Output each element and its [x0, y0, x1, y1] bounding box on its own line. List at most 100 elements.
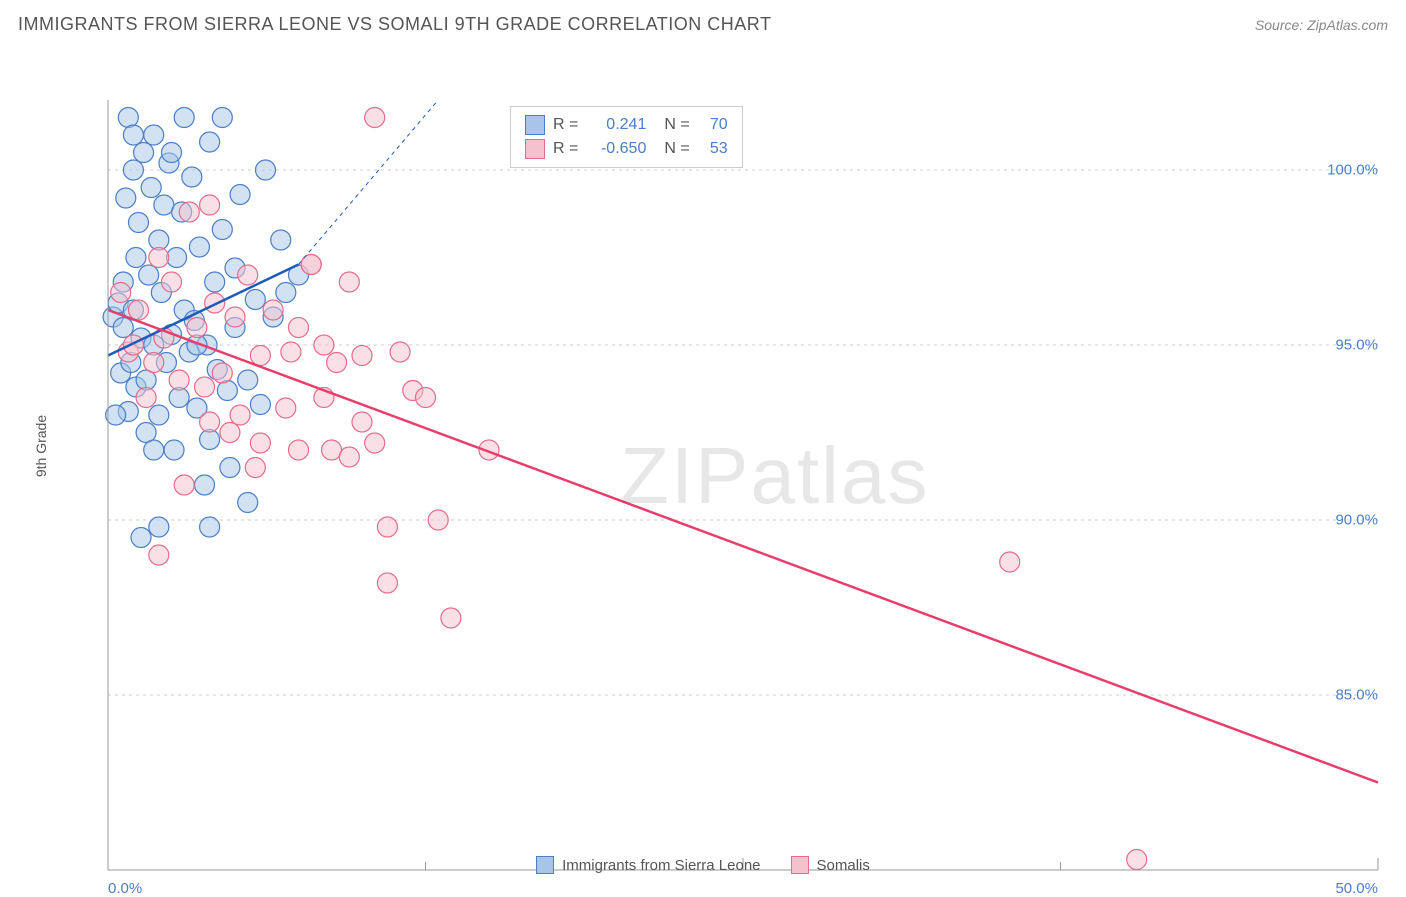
data-point [136, 388, 156, 408]
data-point [225, 307, 245, 327]
data-point [118, 108, 138, 128]
data-point [230, 405, 250, 425]
data-point [327, 353, 347, 373]
stats-n-value: 70 [698, 116, 728, 134]
data-point [352, 412, 372, 432]
data-point [220, 458, 240, 478]
data-point [428, 510, 448, 530]
data-point [238, 493, 258, 513]
data-point [238, 370, 258, 390]
data-point [263, 300, 283, 320]
data-point [200, 195, 220, 215]
y-tick-label: 95.0% [1335, 337, 1378, 354]
data-point [212, 220, 232, 240]
stats-r-value: -0.650 [586, 140, 646, 158]
data-point [250, 346, 270, 366]
data-point [255, 160, 275, 180]
stats-row: R = -0.650 N = 53 [525, 137, 728, 161]
data-point [339, 272, 359, 292]
legend-label: Immigrants from Sierra Leone [562, 857, 760, 874]
data-point [128, 213, 148, 233]
data-point [149, 248, 169, 268]
data-point [377, 573, 397, 593]
data-point [289, 440, 309, 460]
data-point [289, 318, 309, 338]
chart-header: IMMIGRANTS FROM SIERRA LEONE VS SOMALI 9… [18, 14, 1388, 35]
data-point [187, 318, 207, 338]
data-point [377, 517, 397, 537]
y-tick-label: 85.0% [1335, 687, 1378, 704]
legend-item: Somalis [791, 856, 870, 874]
stats-r-label: R = [553, 140, 578, 158]
y-tick-label: 100.0% [1327, 162, 1378, 179]
stats-r-value: 0.241 [586, 116, 646, 134]
data-point [126, 248, 146, 268]
data-point [164, 440, 184, 460]
stats-legend: R = 0.241 N = 70 R = -0.650 N = 53 [510, 106, 743, 168]
data-point [195, 475, 215, 495]
data-point [106, 405, 126, 425]
legend-swatch [525, 115, 545, 135]
data-point [149, 405, 169, 425]
stats-n-value: 53 [698, 140, 728, 158]
chart-container: 0.0%50.0%85.0%90.0%95.0%100.0%R =0.241N … [50, 50, 1386, 832]
data-point [141, 178, 161, 198]
data-point [205, 293, 225, 313]
data-point [123, 160, 143, 180]
data-point [220, 423, 240, 443]
series-1 [111, 108, 1147, 870]
data-point [200, 412, 220, 432]
data-point [416, 388, 436, 408]
stats-n-label: N = [664, 116, 689, 134]
data-point [1000, 552, 1020, 572]
data-point [200, 517, 220, 537]
trend-line [108, 310, 1378, 783]
legend-swatch [536, 856, 554, 874]
data-point [111, 283, 131, 303]
data-point [276, 283, 296, 303]
scatter-chart-svg [50, 50, 1406, 872]
data-point [245, 458, 265, 478]
data-point [139, 265, 159, 285]
data-point [238, 265, 258, 285]
data-point [365, 433, 385, 453]
chart-title: IMMIGRANTS FROM SIERRA LEONE VS SOMALI 9… [18, 14, 771, 35]
data-point [212, 108, 232, 128]
legend-label: Somalis [817, 857, 870, 874]
data-point [365, 108, 385, 128]
data-point [212, 363, 232, 383]
data-point [322, 440, 342, 460]
stats-r-label: R = [553, 116, 578, 134]
data-point [123, 125, 143, 145]
data-point [390, 342, 410, 362]
x-tick-label: 0.0% [108, 880, 142, 897]
data-point [441, 608, 461, 628]
stats-n-label: N = [664, 140, 689, 158]
data-point [250, 433, 270, 453]
data-point [339, 447, 359, 467]
data-point [116, 188, 136, 208]
data-point [144, 440, 164, 460]
data-point [174, 475, 194, 495]
data-point [154, 195, 174, 215]
data-point [149, 517, 169, 537]
data-point [205, 272, 225, 292]
legend-item: Immigrants from Sierra Leone [536, 856, 760, 874]
data-point [167, 248, 187, 268]
data-point [230, 185, 250, 205]
data-point [352, 346, 372, 366]
legend-swatch [791, 856, 809, 874]
data-point [162, 272, 182, 292]
data-point [179, 202, 199, 222]
data-point [174, 108, 194, 128]
data-point [169, 370, 189, 390]
data-point [144, 125, 164, 145]
data-point [200, 132, 220, 152]
data-point [134, 143, 154, 163]
data-point [113, 318, 133, 338]
data-point [195, 377, 215, 397]
data-point [149, 545, 169, 565]
legend-bottom: Immigrants from Sierra Leone Somalis [0, 856, 1406, 874]
x-tick-label: 50.0% [1335, 880, 1378, 897]
chart-source: Source: ZipAtlas.com [1255, 17, 1388, 33]
